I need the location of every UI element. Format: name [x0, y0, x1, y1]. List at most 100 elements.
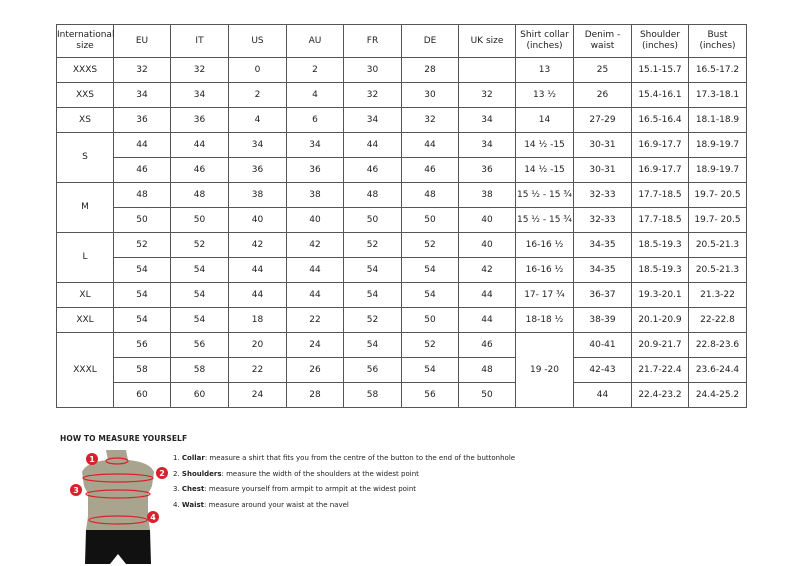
table-cell: 16.5-17.2	[688, 57, 747, 83]
table-cell: 30-31	[573, 132, 632, 158]
table-cell: 54	[343, 257, 402, 283]
table-cell: 54	[401, 257, 459, 283]
table-cell: 50	[401, 307, 459, 333]
table-cell: 54	[343, 332, 402, 358]
column-header: IT	[170, 24, 229, 58]
table-cell: 40	[458, 232, 516, 258]
table-cell	[458, 57, 516, 83]
size-label: XS	[56, 107, 114, 133]
table-cell: 20.5-21.3	[688, 257, 747, 283]
table-cell: 26	[286, 357, 344, 383]
table-cell: 38	[458, 182, 516, 208]
table-cell: 50	[113, 207, 171, 233]
table-row: 54 54 44 44 54 54 42 16-16 ½ 34-35 18.5-19.3 20.5-…	[57, 257, 747, 283]
table-cell: 6	[286, 107, 344, 133]
table-cell: 50	[401, 207, 459, 233]
table-cell: 20.1-20.9	[631, 307, 689, 333]
table-cell: 44	[170, 132, 229, 158]
table-cell: 44	[458, 307, 516, 333]
table-row: XXS 34 34 2 4 32 30 32 13 ½ 26 15.4-16.1 17.3-18.1	[56, 82, 747, 108]
marker-4: 4	[147, 511, 159, 523]
table-cell: 15 ½ - 15 ¾	[515, 182, 574, 208]
table-cell: 14 ½ -15	[515, 132, 574, 158]
size-label: XL	[56, 282, 114, 308]
table-cell: 22.8-23.6	[688, 332, 747, 358]
table-cell: 54	[170, 282, 229, 308]
table-cell: 23.6-24.4	[688, 357, 747, 383]
table-cell: 28	[286, 382, 344, 408]
column-header: Shoulder (inches)	[631, 24, 689, 58]
table-cell: 40	[228, 207, 287, 233]
table-cell: 22.4-23.2	[631, 382, 689, 408]
table-cell: 54	[170, 307, 229, 333]
table-cell: 52	[343, 232, 402, 258]
table-cell: 36	[113, 107, 171, 133]
table-cell: 34	[343, 107, 402, 133]
table-cell: 46	[401, 157, 459, 183]
instruction-waist: 4. Waist: measure around your waist at t…	[173, 500, 349, 509]
table-cell: 40-41	[573, 332, 632, 358]
table-row: XXXS 32 32 0 2 30 28 13 25 15.1-15.7 16.5-17.2	[56, 57, 747, 83]
table-cell: 19.3-20.1	[631, 282, 689, 308]
table-cell: 36	[458, 157, 516, 183]
table-cell: 32	[113, 57, 171, 83]
table-cell: 60	[170, 382, 229, 408]
table-cell: 56	[401, 382, 459, 408]
table-row: 46 46 36 36 46 46 36 14 ½ -15 30-31 16.9-17.7 18.9…	[57, 157, 747, 183]
table-cell: 34-35	[573, 257, 632, 283]
column-header: EU	[113, 24, 171, 58]
table-cell: 42	[458, 257, 516, 283]
table-cell: 54	[401, 357, 459, 383]
table-cell: 18.9-19.7	[688, 132, 747, 158]
table-cell: 52	[170, 232, 229, 258]
table-cell: 36-37	[573, 282, 632, 308]
table-cell: 44	[343, 132, 402, 158]
table-cell: 24	[228, 382, 287, 408]
table-cell: 14	[515, 107, 574, 133]
svg-text:3: 3	[73, 486, 79, 495]
table-cell: 44	[228, 282, 287, 308]
table-cell: 48	[113, 182, 171, 208]
table-cell: 32-33	[573, 207, 632, 233]
table-cell: 34	[170, 82, 229, 108]
table-cell: 34	[228, 132, 287, 158]
table-cell: 42	[228, 232, 287, 258]
table-cell: 32	[401, 107, 459, 133]
table-cell: 48	[170, 182, 229, 208]
table-cell: 36	[286, 157, 344, 183]
table-cell: 17- 17 ¾	[515, 282, 574, 308]
table-cell: 20.9-21.7	[631, 332, 689, 358]
torso-illustration: 1 2 3 4	[70, 450, 168, 564]
column-header: Denim - waist	[573, 24, 632, 58]
instruction-shoulders: 2. Shoulders: measure the width of the s…	[173, 469, 419, 478]
table-cell: 21.7-22.4	[631, 357, 689, 383]
table-cell: 38	[286, 182, 344, 208]
table-cell: 52	[113, 232, 171, 258]
size-chart-table: International size EU IT US AU FR DE UK size Shi…	[56, 24, 747, 408]
table-cell: 13 ½	[515, 82, 574, 108]
column-header: US	[228, 24, 287, 58]
table-cell: 18.5-19.3	[631, 257, 689, 283]
table-row: XXXL 56 56 20 24 54 52 46 19 -20 40-41 20.9-21.7 22…	[56, 332, 747, 408]
size-label: XXXS	[56, 57, 114, 83]
table-cell: 54	[113, 307, 171, 333]
size-label: XXS	[56, 82, 114, 108]
size-label: M	[56, 182, 114, 233]
table-cell: 32	[458, 82, 516, 108]
marker-1: 1	[86, 453, 98, 465]
instruction-collar: 1. Collar: measure a shirt that fits you…	[173, 454, 516, 462]
table-row: 50 50 40 40 50 50 40 15 ½ - 15 ¾ 32-33 17.7-18.5 1…	[57, 207, 747, 233]
table-cell: 14 ½ -15	[515, 157, 574, 183]
table-cell: 46	[170, 157, 229, 183]
table-cell: 16-16 ½	[515, 232, 574, 258]
table-cell: 15.1-15.7	[631, 57, 689, 83]
table-cell: 48	[343, 182, 402, 208]
table-cell: 24	[286, 332, 344, 358]
table-row: 60 60 24 28 58 56 50 44 22.4-23.2 24.4-25.2	[57, 382, 747, 408]
table-cell: 16.9-17.7	[631, 157, 689, 183]
instruction-chest: 3. Chest: measure yourself from armpit t…	[173, 485, 417, 493]
table-cell: 0	[228, 57, 287, 83]
measure-instructions: 1. Collar: measure a shirt that fits you…	[173, 451, 515, 513]
table-cell: 22	[228, 357, 287, 383]
table-cell: 26	[573, 82, 632, 108]
